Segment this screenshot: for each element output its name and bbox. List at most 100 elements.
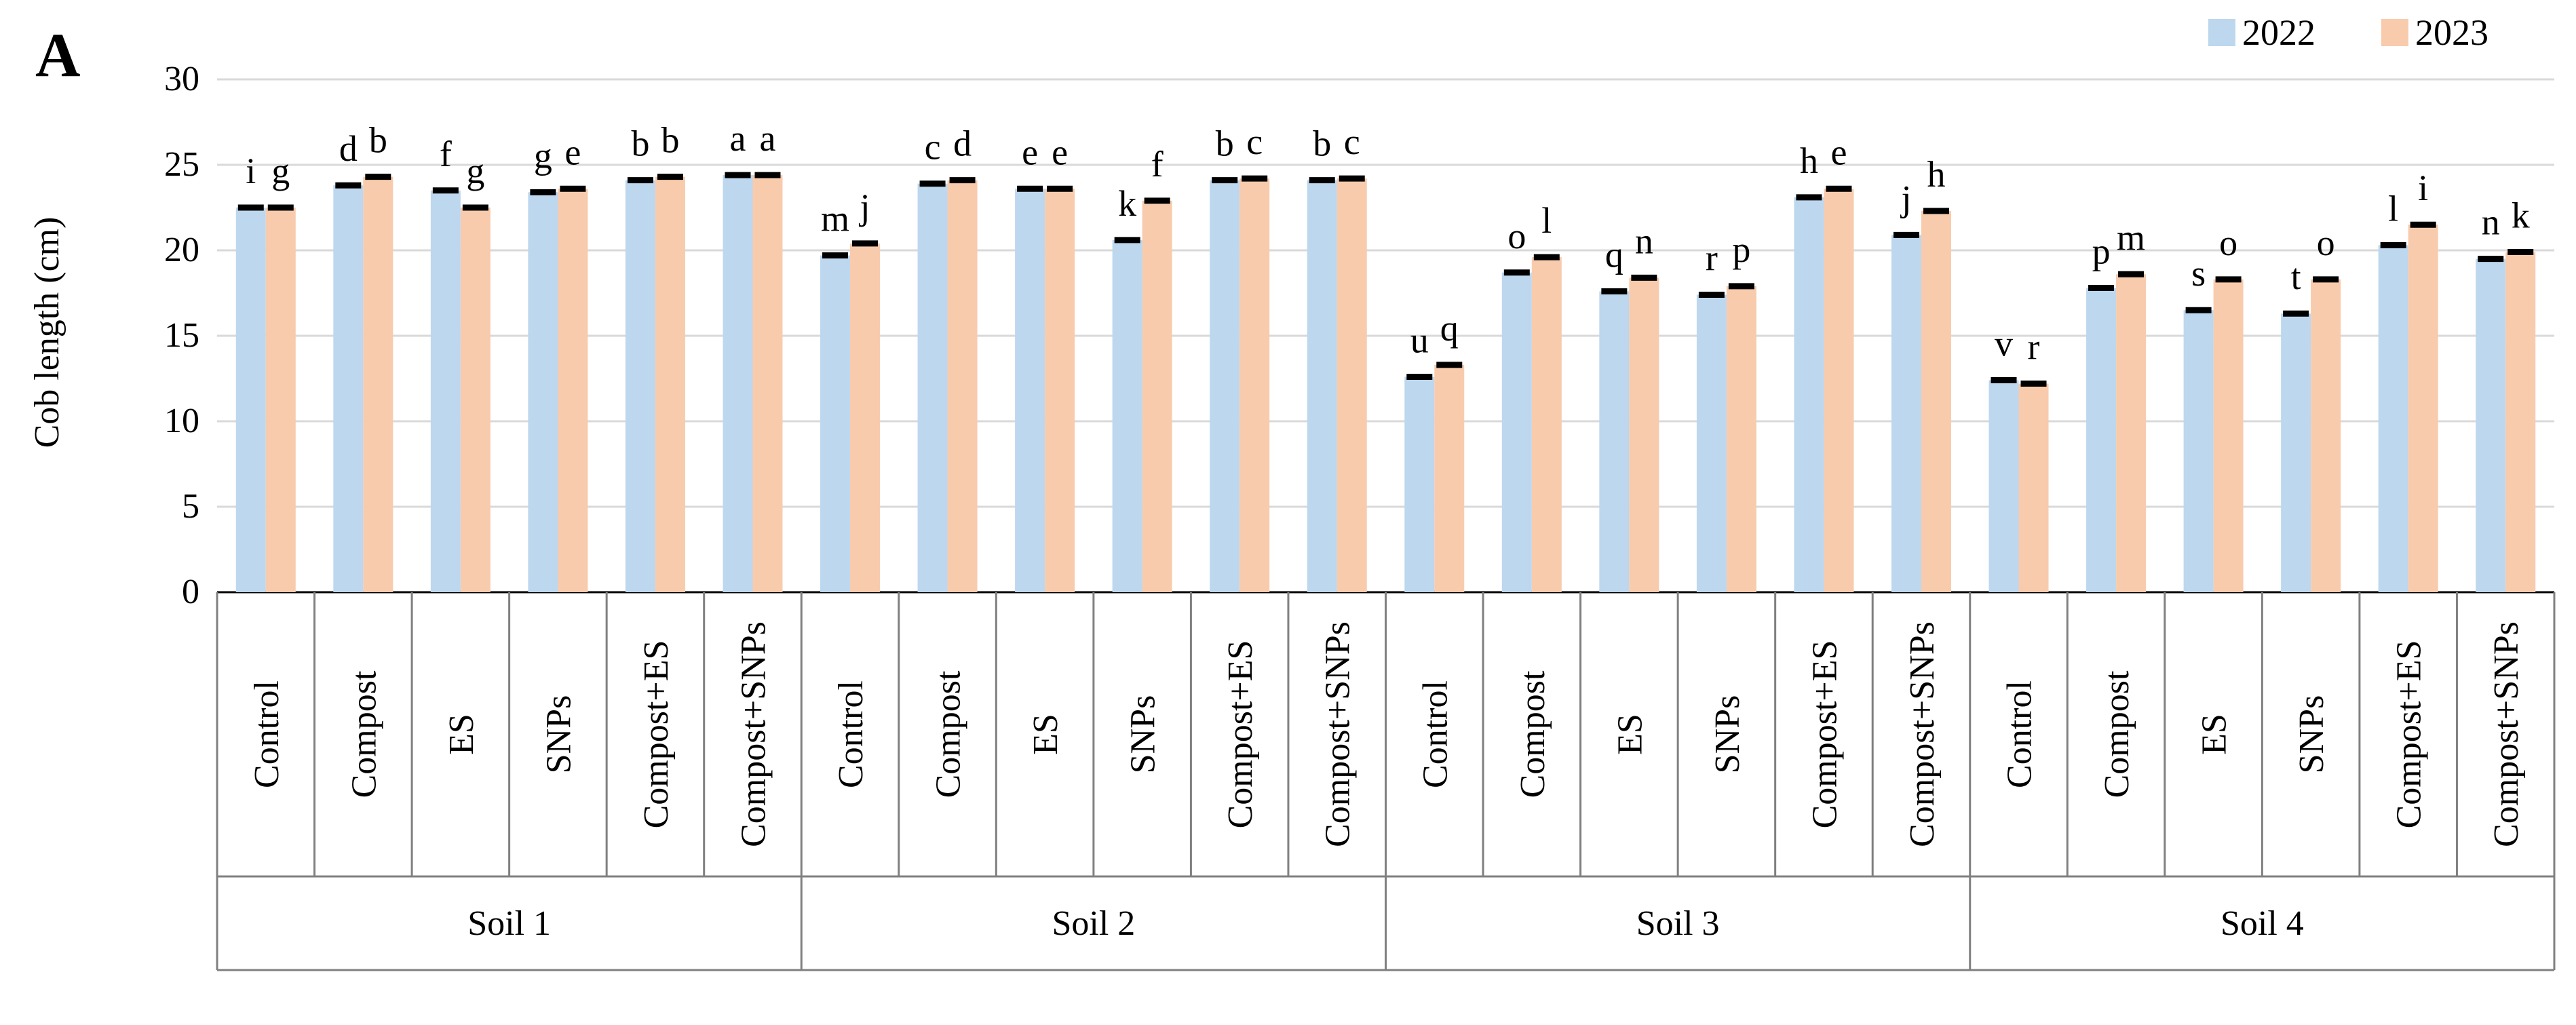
- group-label: Soil 3: [1636, 904, 1720, 943]
- significance-letter: e: [1022, 132, 1038, 172]
- significance-letter: o: [2219, 223, 2237, 263]
- significance-letter: c: [1246, 121, 1263, 162]
- significance-letter: c: [1344, 121, 1360, 162]
- bar-2022: [820, 255, 851, 592]
- bar-2023: [2505, 252, 2536, 592]
- y-tick-label: 25: [164, 145, 199, 184]
- bar-2022: [2086, 288, 2117, 592]
- significance-letter: r: [1706, 238, 1718, 279]
- significance-letter: a: [729, 118, 746, 159]
- bar-2022: [1696, 294, 1727, 592]
- significance-letter: k: [1118, 183, 1136, 224]
- bar-2022: [1307, 180, 1337, 592]
- significance-letter: i: [246, 151, 256, 191]
- bar-2022: [1112, 239, 1142, 592]
- x-tick-label: Compost+ES: [637, 640, 676, 829]
- bar-2023: [2116, 274, 2147, 592]
- x-tick-label: ES: [442, 714, 481, 755]
- x-tick-label: SNPs: [1708, 695, 1747, 774]
- significance-letter: e: [1830, 132, 1847, 172]
- y-tick-label: 20: [164, 231, 199, 269]
- y-tick-label: 10: [164, 402, 199, 440]
- x-tick-label: Compost: [2098, 670, 2136, 798]
- bar-2022: [1599, 291, 1630, 592]
- bar-2022: [1891, 235, 1921, 592]
- bar-2023: [2408, 225, 2438, 592]
- x-tick-label: Compost: [1514, 670, 1552, 798]
- significance-letter: h: [1800, 140, 1818, 181]
- bar-2023: [1531, 257, 1562, 592]
- legend-label-2023: 2023: [2415, 12, 2488, 53]
- x-tick-label: ES: [1026, 714, 1065, 755]
- x-tick-label: Compost+ES: [1221, 640, 1260, 829]
- significance-letter: i: [2418, 168, 2428, 208]
- significance-letter: e: [564, 132, 581, 172]
- bar-2022: [723, 175, 753, 592]
- y-tick-label: 0: [182, 573, 199, 611]
- significance-letter: b: [631, 123, 649, 164]
- y-tick-label: 30: [164, 60, 199, 98]
- y-tick-label: 15: [164, 316, 199, 355]
- bar-2023: [265, 208, 296, 592]
- significance-letter: p: [2092, 231, 2111, 271]
- bar-2022: [2476, 258, 2506, 592]
- x-tick-label: Compost: [345, 670, 383, 798]
- bars: [235, 175, 2536, 593]
- significance-letter: o: [2317, 223, 2335, 263]
- bar-2023: [1434, 364, 1465, 592]
- group-label: Soil 2: [1052, 904, 1135, 943]
- bar-2022: [528, 192, 558, 592]
- significance-letter: s: [2191, 253, 2206, 294]
- significance-letter: g: [466, 151, 484, 191]
- significance-letter: n: [2482, 202, 2500, 243]
- bar-2023: [947, 180, 978, 592]
- bar-2022: [2183, 310, 2214, 592]
- bar-2022: [333, 185, 364, 592]
- bar-2023: [850, 243, 881, 592]
- x-tick-label: Control: [2001, 680, 2039, 788]
- bar-2023: [1921, 211, 1951, 592]
- bar-2022: [1794, 197, 1824, 592]
- bar-2023: [655, 176, 685, 592]
- significance-letter: t: [2291, 256, 2301, 297]
- bar-2023: [1726, 286, 1756, 592]
- bar-2023: [2311, 279, 2341, 592]
- significance-letter: b: [661, 120, 679, 161]
- bar-2022: [1988, 380, 2019, 592]
- significance-letter: d: [953, 123, 972, 164]
- x-tick-label: Compost+SNPs: [1903, 621, 1942, 847]
- significance-letter: f: [1151, 144, 1164, 185]
- bar-2022: [2378, 245, 2408, 592]
- x-tick-label: Compost+SNPs: [2487, 621, 2526, 847]
- bar-2023: [1239, 178, 1270, 592]
- bar-2022: [625, 180, 655, 592]
- significance-letter: q: [1605, 234, 1623, 275]
- bar-2022: [1404, 376, 1435, 592]
- legend-swatch-2022: [2208, 19, 2235, 46]
- significance-letter: n: [1635, 220, 1653, 261]
- significance-letter: v: [1995, 324, 2013, 364]
- x-tick-label: Control: [832, 680, 870, 788]
- significance-letter: q: [1440, 308, 1459, 349]
- significance-letter: e: [1052, 132, 1068, 172]
- bar-2023: [558, 189, 588, 592]
- x-tick-label: SNPs: [2292, 695, 2331, 774]
- bar-2023: [1142, 200, 1172, 592]
- bar-2022: [1210, 180, 1240, 592]
- significance-letter: a: [759, 118, 775, 159]
- significance-letter: l: [1541, 200, 1552, 241]
- y-axis: 0 5 10 15 20 25 30: [164, 60, 199, 611]
- bar-2023: [752, 175, 783, 592]
- significance-letter: d: [339, 128, 358, 169]
- error-bars: [237, 172, 2534, 387]
- y-axis-label: Cob length (cm): [28, 217, 66, 448]
- x-tick-label: Compost+SNPs: [1319, 621, 1358, 847]
- bar-2023: [460, 208, 491, 592]
- group-label: Soil 4: [2221, 904, 2304, 943]
- bar-2023: [2018, 383, 2049, 592]
- significance-letter: g: [271, 151, 290, 191]
- bar-2023: [1824, 189, 1854, 592]
- legend-label-2022: 2022: [2242, 12, 2315, 53]
- significance-letter: m: [821, 199, 849, 239]
